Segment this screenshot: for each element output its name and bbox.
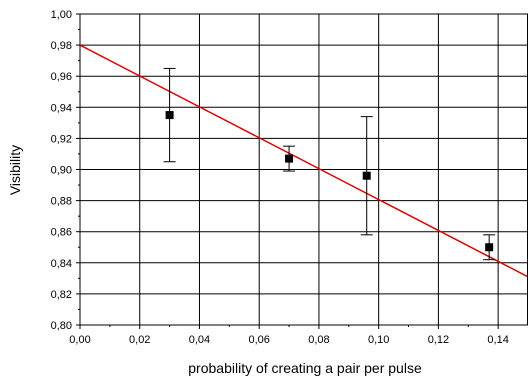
y-tick-label: 0,94: [51, 102, 72, 114]
x-tick-label: 0,04: [189, 334, 210, 346]
x-tick-label: 0,00: [69, 334, 90, 346]
y-tick-label: 1,00: [51, 9, 72, 21]
x-tick-label: 0,08: [308, 334, 329, 346]
x-tick-label: 0,02: [129, 334, 150, 346]
y-tick-label: 0,88: [51, 196, 72, 208]
fit-line-group: [79, 44, 528, 278]
fit-line: [79, 44, 528, 278]
data-point: [362, 171, 371, 180]
y-tick-label: 0,92: [51, 133, 72, 145]
data-points: [165, 111, 494, 252]
data-point: [165, 111, 174, 120]
error-bars: [163, 67, 496, 261]
y-tick-label: 0,98: [51, 40, 72, 52]
y-tick-label: 0,96: [51, 71, 72, 83]
data-point: [485, 243, 494, 252]
x-axis-label: probability of creating a pair per pulse: [188, 360, 422, 376]
x-tick-label: 0,12: [428, 334, 449, 346]
y-tick-label: 0,84: [51, 258, 72, 270]
y-axis-label: Visibility: [7, 145, 23, 195]
y-tick-label: 0,82: [51, 289, 72, 301]
x-tick-label: 0,14: [487, 334, 508, 346]
x-tick-label: 0,10: [368, 334, 389, 346]
data-point: [285, 154, 294, 163]
grid: [76, 13, 528, 329]
y-tick-label: 0,80: [51, 320, 72, 332]
x-tick-label: 0,06: [248, 334, 269, 346]
x-tick-labels: 0,00 0,02 0,04 0,06 0,08 0,10 0,12 0,14: [69, 334, 509, 346]
y-tick-labels: 0,80 0,82 0,84 0,86 0,88 0,90 0,92 0,94 0,96 0,98…: [51, 9, 72, 332]
y-tick-label: 0,90: [51, 165, 72, 177]
y-tick-label: 0,86: [51, 227, 72, 239]
